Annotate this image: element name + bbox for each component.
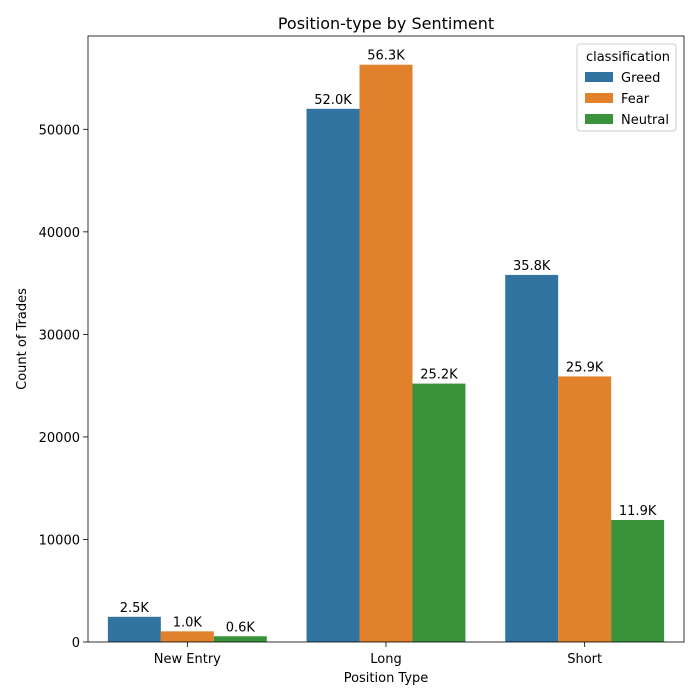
bar-fear-0: [160, 631, 214, 642]
y-tick-label-5: 50000: [39, 123, 80, 138]
legend-swatch-greed: [585, 72, 613, 82]
bar-fear-1: [359, 64, 413, 642]
bar-neutral-0: [213, 636, 267, 642]
plot-frame: [87, 35, 685, 643]
y-axis-label: Count of Trades: [15, 288, 30, 390]
chart-title: Position-type by Sentiment: [278, 14, 494, 33]
legend-items: Greed Fear Neutral: [585, 71, 669, 128]
legend-label-fear: Fear: [621, 92, 650, 107]
data-label-fear-2: 25.9K: [566, 360, 604, 375]
legend-box: [576, 43, 677, 132]
data-labels-group: 2.5K 1.0K 0.6K 52.0K 56.3K 25.2K 35.8K 25.9K 11.…: [120, 49, 657, 636]
legend-label-neutral: Neutral: [621, 113, 669, 128]
y-tick-label-3: 30000: [39, 328, 80, 343]
y-tick-label-2: 20000: [39, 431, 80, 446]
legend-label-greed: Greed: [621, 71, 660, 86]
x-tick-label-1: Long: [370, 652, 401, 667]
bars-group: [107, 64, 665, 643]
x-axis-label: Position Type: [344, 671, 429, 686]
data-label-neutral-0: 0.6K: [226, 620, 256, 635]
legend-swatch-fear: [585, 93, 613, 103]
data-label-fear-0: 1.0K: [173, 615, 203, 630]
bar-neutral-1: [412, 383, 466, 642]
bar-greed-0: [107, 616, 161, 642]
data-label-greed-1: 52.0K: [314, 93, 352, 108]
bar-neutral-2: [611, 519, 665, 642]
bar-greed-1: [306, 108, 360, 643]
bar-fear-2: [558, 376, 612, 642]
bar-greed-2: [505, 274, 559, 642]
x-axis: New Entry Long Short: [154, 642, 602, 667]
legend-title: classification: [586, 50, 670, 65]
y-tick-label-1: 10000: [39, 533, 80, 548]
legend-swatch-neutral: [585, 114, 613, 124]
data-label-fear-1: 56.3K: [367, 49, 405, 64]
y-tick-label-0: 0: [72, 636, 80, 651]
legend: classification Greed Fear Neutral: [576, 43, 677, 132]
y-tick-label-4: 40000: [39, 226, 80, 241]
data-label-neutral-1: 25.2K: [420, 368, 458, 383]
data-label-greed-2: 35.8K: [513, 259, 551, 274]
data-label-greed-0: 2.5K: [120, 601, 150, 616]
x-tick-label-0: New Entry: [154, 652, 221, 667]
x-tick-label-2: Short: [567, 652, 602, 667]
y-axis: 0 10000 20000 30000 40000 50000: [39, 123, 88, 651]
data-label-neutral-2: 11.9K: [619, 504, 657, 519]
